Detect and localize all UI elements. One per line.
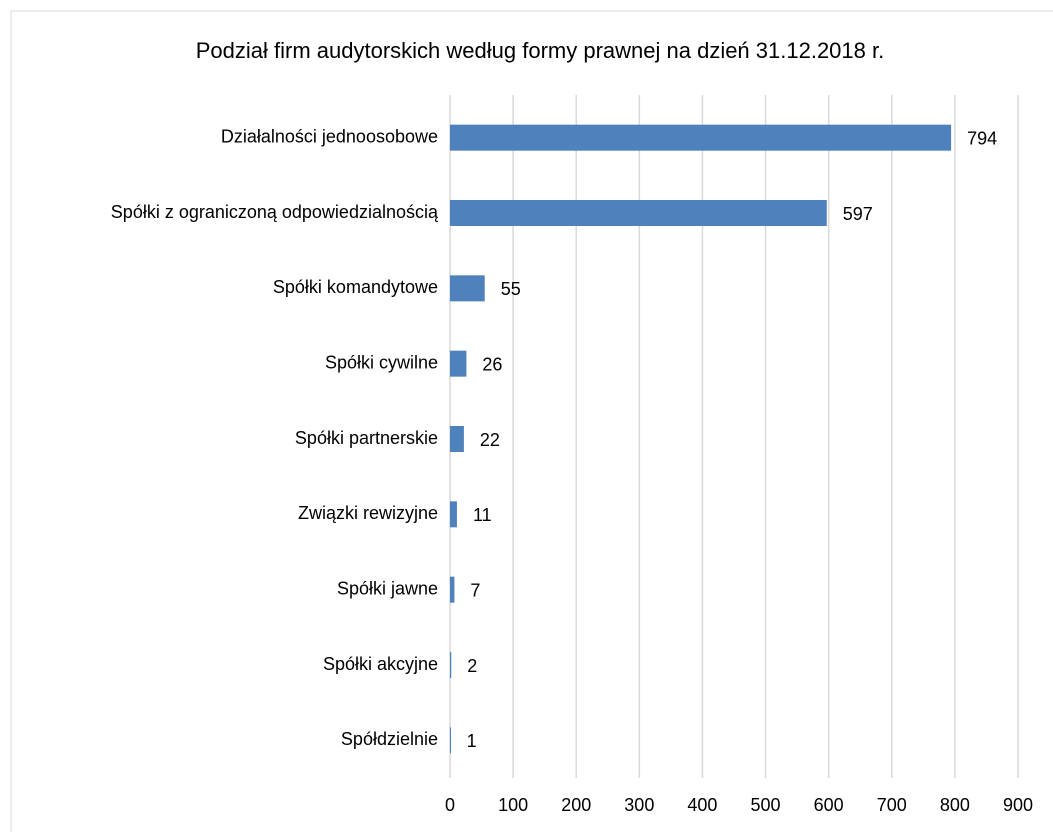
y-tick-label: Spółki akcyjne <box>323 654 438 674</box>
bar <box>450 652 452 678</box>
y-tick-label: Spółki z ograniczoną odpowiedzialnością <box>111 202 439 222</box>
x-tick-label: 800 <box>940 795 970 815</box>
y-tick-label: Spółki jawne <box>337 578 438 598</box>
y-tick-label: Spółki cywilne <box>325 352 438 372</box>
y-tick-label: Spółki partnerskie <box>295 428 438 448</box>
x-tick-label: 100 <box>498 795 528 815</box>
data-label: 22 <box>480 430 500 450</box>
y-tick-label: Działalności jednoosobowe <box>221 126 438 146</box>
x-tick-label: 300 <box>624 795 654 815</box>
data-label: 26 <box>482 354 502 374</box>
data-label: 597 <box>843 204 873 224</box>
x-tick-label: 500 <box>751 795 781 815</box>
data-label: 55 <box>501 279 521 299</box>
x-tick-label: 200 <box>561 795 591 815</box>
x-tick-label: 400 <box>687 795 717 815</box>
x-tick-label: 900 <box>1003 795 1033 815</box>
data-label: 794 <box>967 128 997 148</box>
bar <box>450 275 485 302</box>
x-tick-label: 600 <box>814 795 844 815</box>
bar <box>450 501 457 528</box>
bar <box>450 200 827 226</box>
bar <box>450 350 467 377</box>
bar <box>450 426 464 452</box>
data-label: 11 <box>473 505 492 525</box>
data-label: 1 <box>467 731 477 751</box>
bar <box>450 124 952 151</box>
bar <box>450 576 455 603</box>
data-label: 2 <box>467 656 477 676</box>
data-label: 7 <box>470 580 480 600</box>
y-tick-label: Spółdzielnie <box>341 729 438 749</box>
chart-title: Podział firm audytorskich według formy p… <box>196 38 884 63</box>
y-tick-label: Związki rewizyjne <box>298 503 438 523</box>
x-tick-label: 0 <box>445 795 455 815</box>
y-tick-label: Spółki komandytowe <box>273 277 438 297</box>
x-tick-label: 700 <box>877 795 907 815</box>
bar <box>450 727 451 754</box>
